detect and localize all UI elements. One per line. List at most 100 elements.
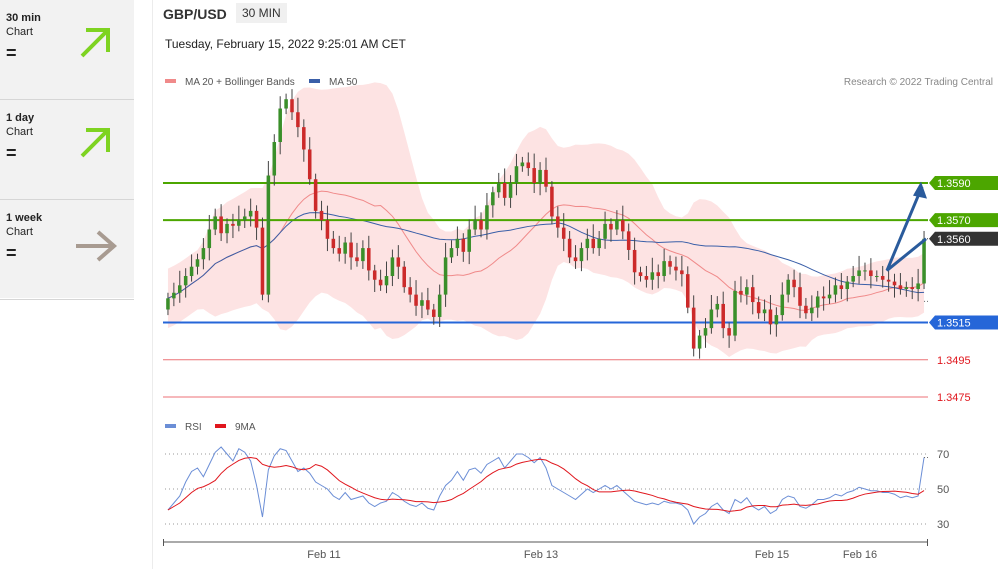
candle-body [508,182,513,198]
candle-body [455,238,460,249]
candle-body [225,223,229,234]
candle-body [839,285,844,290]
candle [750,274,755,315]
candle-body [426,300,430,310]
candle-body [231,223,235,226]
candle [514,153,519,196]
candle-body [343,242,347,254]
candle-body [213,216,217,230]
candle-body [792,279,796,288]
candle-body [437,294,442,317]
candle [396,245,401,279]
candle-body [904,287,909,290]
candle [680,255,684,287]
candle [455,226,460,256]
candle [479,212,483,238]
candle [768,294,773,335]
candle [857,255,861,284]
candle-body [727,328,731,336]
candle-body [656,272,661,277]
chart-credit: Research © 2022 Trading Central [844,77,993,88]
chart-timestamp: Tuesday, February 15, 2022 9:25:01 AM CE… [165,37,406,51]
signal-card-30min[interactable]: 30 min Chart = [0,0,134,100]
candle [349,232,353,270]
timeframe-badge[interactable]: 30 MIN [236,3,287,23]
legend-label: 9MA [235,422,256,433]
candle [762,299,767,322]
candle-body [597,238,601,249]
candle [325,205,330,252]
candle-body [331,238,336,249]
rsi-tick-label: 50 [937,484,949,496]
legend-swatch [309,79,320,83]
level-tag-pivot [929,315,998,330]
candle [272,134,277,186]
candle-body [177,285,182,293]
candle [810,295,814,322]
candle [343,236,347,264]
signal-period: 1 week [6,212,43,224]
legend-swatch [215,424,226,428]
candle [225,218,229,244]
candle-body [307,149,312,180]
candle [662,248,666,282]
candle [798,272,802,319]
candle-body [467,229,471,252]
candle [473,205,477,236]
candle-body [189,266,194,277]
candle-body [325,220,330,239]
candle-body [804,305,808,314]
candle [177,270,182,303]
candle [839,273,844,300]
candle-body [183,276,188,286]
candle [833,277,838,303]
candle [685,266,690,314]
candle-body [367,248,371,271]
candle-body [827,294,832,299]
candle-body [815,296,820,308]
candle-body [780,294,785,316]
candle [201,238,206,270]
candle [786,274,790,303]
candle-body [573,257,578,262]
candle-body [821,296,826,299]
candle [632,237,637,285]
candle-body [715,303,720,310]
candle [278,96,282,155]
candle [467,219,471,265]
candle [431,303,436,325]
candle-body [750,287,755,303]
candle [904,281,909,297]
candle-body [756,302,761,314]
candle-body [361,248,365,262]
candle-body [632,249,637,273]
candle [621,205,625,240]
signal-card-1week[interactable]: 1 week Chart = [0,200,134,300]
candle-body [880,276,885,280]
candle-body [296,112,300,128]
candle-body [544,169,548,187]
candle-body [851,276,855,282]
candle [875,270,879,282]
candle [821,286,826,311]
level-tag-resistance [929,175,998,190]
candle [502,168,507,206]
legend-label: MA 20 + Bollinger Bands [185,77,295,88]
candle [260,217,265,301]
candle-body [272,142,277,176]
candle-body [207,229,212,249]
candle [284,93,288,115]
candle-body [520,162,525,167]
candle-body [798,287,802,306]
candle [597,230,601,256]
signal-card-1day[interactable]: 1 day Chart = [0,100,134,200]
candle-body [875,276,879,278]
candle-body [662,261,666,277]
candle-body [237,220,241,226]
arrow-right-icon [76,230,118,262]
candle-body [768,309,773,325]
candle [384,261,389,294]
candle [378,269,383,291]
candle [414,280,418,316]
